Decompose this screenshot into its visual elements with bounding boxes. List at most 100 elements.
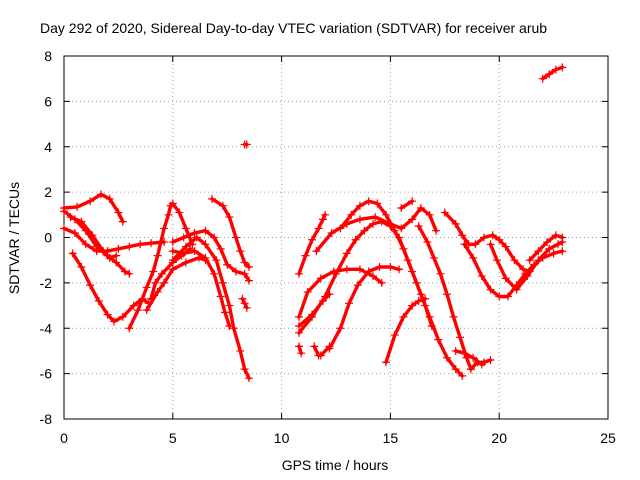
data-point [332,269,340,278]
data-point [355,215,364,224]
data-point [479,233,488,242]
data-point [442,353,451,362]
series-line [71,251,151,324]
data-point [399,244,408,253]
data-point [314,224,323,233]
data-point [545,70,554,79]
series-arc-10 [168,247,234,330]
data-point [549,249,558,258]
data-point [460,349,469,358]
y-tick-label: -2 [40,275,53,291]
data-point [397,204,406,213]
data-point [303,287,312,296]
data-point [168,238,177,247]
data-point [523,272,532,281]
data-point [105,253,114,262]
data-point [86,281,95,290]
data-point [201,226,210,235]
x-tick-label: 15 [383,430,399,446]
y-tick-label: 2 [44,184,52,200]
data-point [160,278,169,287]
x-tick-label: 25 [600,430,616,446]
data-point [297,349,306,358]
data-point [353,281,362,290]
data-point [416,204,425,213]
series-arc-25 [336,197,467,380]
data-point [308,312,317,321]
y-tick-label: 8 [44,48,52,64]
data-point [212,256,221,265]
data-point [240,299,249,308]
data-point [142,283,151,292]
data-point [118,217,127,226]
data-point [68,249,77,258]
data-point [244,262,253,271]
data-point [242,140,251,149]
series-arc-11 [168,233,253,383]
data-point [240,269,249,278]
data-point [397,224,406,233]
data-point [382,358,391,367]
data-point [181,258,190,267]
x-tick-label: 10 [274,430,290,446]
data-point [225,213,234,222]
series-line [127,204,173,330]
data-point [125,242,134,251]
data-point [77,217,86,226]
data-point [408,267,417,276]
data-point [456,333,465,342]
data-point [425,210,434,219]
data-point [73,202,82,211]
data-point [70,228,79,237]
data-point [421,294,430,303]
data-point [168,247,177,256]
x-axis-label: GPS time / hours [282,457,389,473]
data-point [558,247,567,256]
data-point [120,267,129,276]
data-point [321,210,330,219]
data-point [236,346,245,355]
series-line [443,210,532,274]
series-arc-07 [142,253,210,315]
data-point [479,358,488,367]
data-point [295,328,304,337]
data-point [321,292,330,301]
data-point [375,262,384,271]
data-point [118,312,127,321]
data-point [495,292,504,301]
data-point [451,346,460,355]
data-point [175,208,184,217]
data-point [88,231,97,240]
series-arc-06 [125,201,175,333]
data-point [545,244,554,253]
y-axis-label: SDTVAR / TECUs [6,182,22,294]
data-point [449,312,458,321]
data-point [60,207,68,216]
data-point [295,342,304,351]
data-point [495,235,504,244]
data-point [86,197,95,206]
data-point [295,321,304,330]
data-point [466,365,475,374]
series-arc-27 [397,197,417,213]
data-point [295,312,304,321]
data-point [469,253,478,262]
data-point [181,224,190,233]
data-point [458,231,467,240]
data-point [336,224,345,233]
data-point [216,292,225,301]
data-point [94,297,103,306]
data-point [451,365,460,374]
data-point [218,201,227,210]
data-point [460,240,469,249]
data-point [503,292,512,301]
data-point [399,312,408,321]
data-point [423,238,432,247]
data-point [110,317,119,326]
data-point [414,222,423,231]
data-point [408,197,417,206]
data-point [112,251,121,260]
data-point [160,224,169,233]
series-line [312,344,321,358]
